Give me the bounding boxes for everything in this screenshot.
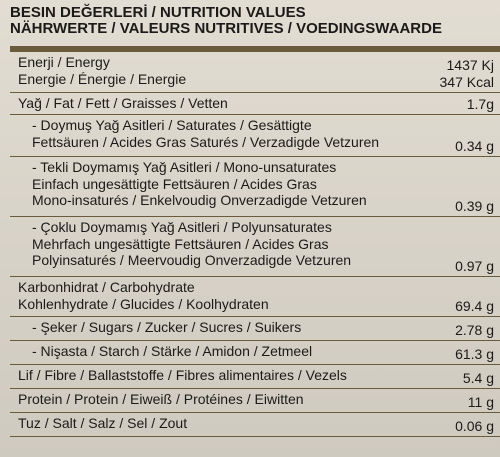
nutrient-row-salt: Tuz / Salt / Salz / Sel / Zout 0.06 g (10, 413, 500, 437)
nutrient-value-line: 0.97 g (455, 257, 494, 274)
nutrient-name: Yağ / Fat / Fett / Graisses / Vetten (18, 95, 494, 112)
nutrient-name: - Tekli Doymamış Yağ Asitleri / Mono-uns… (32, 159, 494, 209)
nutrient-row-fibre: Lif / Fibre / Ballaststoffe / Fibres ali… (10, 365, 500, 389)
nutrient-value-line: 2.78 g (455, 321, 494, 338)
nutrient-value-line: 1.7g (466, 95, 494, 112)
nutrient-row-sugars: - Şeker / Sugars / Zucker / Sucres / Sui… (10, 317, 500, 341)
nutrient-value: 69.4 g (455, 298, 494, 315)
nutrient-value: 1437 Kj 347 Kcal (440, 57, 494, 90)
nutrient-name: - Şeker / Sugars / Zucker / Sucres / Sui… (32, 319, 494, 336)
nutrient-name-line: - Tekli Doymamış Yağ Asitleri / Mono-uns… (32, 159, 337, 175)
nutrient-value: 2.78 g (455, 322, 494, 339)
nutrient-value-line: 11 g (467, 393, 494, 410)
nutrient-name-line: Fettsäuren / Acides Gras Saturés / Verza… (32, 133, 380, 150)
nutrient-row-energy: Enerji / Energy Energie / Énergie / Energ… (10, 52, 500, 93)
nutrient-row-poly: - Çoklu Doymamış Yağ Asitleri / Polyunsa… (10, 217, 500, 277)
nutrition-rows: Enerji / Energy Energie / Énergie / Energ… (10, 52, 500, 437)
nutrient-row-mono: - Tekli Doymamış Yağ Asitleri / Mono-uns… (10, 157, 500, 217)
nutrient-name: Lif / Fibre / Ballaststoffe / Fibres ali… (18, 367, 494, 384)
nutrient-name: Enerji / Energy Energie / Énergie / Energ… (18, 54, 494, 87)
nutrient-name: - Doymuş Yağ Asitleri / Saturates / Gesä… (32, 117, 494, 150)
header-line-1: BESIN DEĞERLERİ / NUTRITION VALUES (10, 4, 306, 21)
nutrient-name-line: Kohlenhydrate / Glucides / Koolhydraten (18, 295, 269, 312)
nutrient-name-line: Einfach ungesättigte Fettsäuren / Acides… (32, 175, 317, 192)
nutrient-name: Karbonhidrat / Carbohydrate Kohlenhydrate… (18, 279, 494, 312)
nutrient-name-line: - Çoklu Doymamış Yağ Asitleri / Polyunsa… (32, 219, 332, 235)
nutrient-name-line: Tuz / Salt / Salz / Sel / Zout (18, 415, 188, 431)
nutrient-value-line: 61.3 g (455, 345, 494, 362)
nutrient-name-line: - Şeker / Sugars / Zucker / Sucres / Sui… (32, 319, 302, 335)
nutrient-name: - Nişasta / Starch / Stärke / Amidon / Z… (32, 343, 494, 360)
nutrient-value-line: 0.34 g (455, 137, 494, 154)
nutrient-name-line: - Nişasta / Starch / Stärke / Amidon / Z… (32, 343, 313, 359)
nutrient-row-saturates: - Doymuş Yağ Asitleri / Saturates / Gesä… (10, 115, 500, 157)
nutrient-value: 0.97 g (455, 258, 494, 275)
nutrient-name-line: Mehrfach ungesättigte Fettsäuren / Acide… (32, 235, 329, 252)
nutrient-name-line: Karbonhidrat / Carbohydrate (18, 279, 195, 295)
nutrient-name: Protein / Protein / Eiweiß / Protéines /… (18, 391, 494, 408)
nutrient-name-line: Protein / Protein / Eiweiß / Protéines /… (18, 391, 304, 407)
nutrient-row-carbohydrate: Karbonhidrat / Carbohydrate Kohlenhydrate… (10, 277, 500, 317)
nutrient-value: 0.34 g (455, 138, 494, 155)
nutrient-name-line: Enerji / Energy (18, 54, 110, 70)
nutrient-row-starch: - Nişasta / Starch / Stärke / Amidon / Z… (10, 341, 500, 365)
nutrient-value-line: 0.06 g (455, 417, 494, 434)
header-line-2: NÄHRWERTE / VALEURS NUTRITIVES / VOEDING… (10, 20, 442, 37)
nutrient-name-line: - Doymuş Yağ Asitleri / Saturates / Gesä… (32, 117, 312, 133)
nutrient-value: 11 g (468, 394, 494, 411)
nutrient-value-line: 69.4 g (455, 297, 494, 314)
nutrient-value: 0.39 g (455, 198, 494, 215)
nutrient-name: Tuz / Salt / Salz / Sel / Zout (18, 415, 494, 432)
nutrient-value-line: 0.39 g (455, 197, 494, 214)
nutrient-row-fat: Yağ / Fat / Fett / Graisses / Vetten 1.7g (10, 93, 500, 115)
nutrient-name-line: Lif / Fibre / Ballaststoffe / Fibres ali… (18, 367, 347, 383)
nutrient-value: 0.06 g (455, 418, 494, 435)
nutrient-name-line: Yağ / Fat / Fett / Graisses / Vetten (18, 95, 228, 111)
nutrient-value: 1.7g (467, 96, 494, 113)
nutrient-value-line: 5.4 g (462, 369, 494, 386)
nutrition-header: BESIN DEĞERLERİ / NUTRITION VALUES NÄHRW… (10, 0, 500, 52)
nutrient-row-protein: Protein / Protein / Eiweiß / Protéines /… (10, 389, 500, 413)
nutrient-value: 5.4 g (463, 370, 494, 387)
nutrient-name-line: Energie / Énergie / Energie (18, 70, 187, 87)
nutrient-name-line: Polyinsaturés / Meervoudig Onverzadigde … (32, 252, 352, 268)
nutrient-value-line: 1437 Kj (446, 57, 494, 73)
nutrient-name-line: Mono-insaturés / Enkelvoudig Onverzadigd… (32, 192, 367, 208)
nutrient-value: 61.3 g (455, 346, 494, 363)
nutrient-name: - Çoklu Doymamış Yağ Asitleri / Polyunsa… (32, 219, 494, 269)
nutrient-value-line: 347 Kcal (439, 73, 494, 90)
